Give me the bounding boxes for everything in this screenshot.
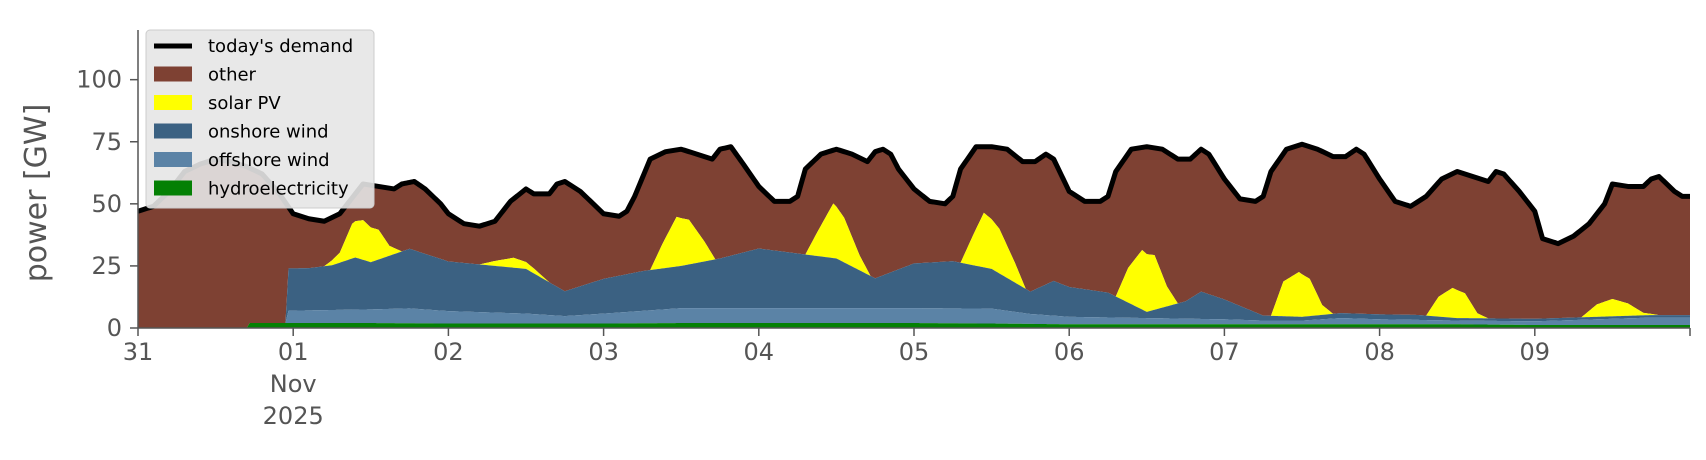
legend-swatch-offshore-wind [154,152,192,167]
legend-swatch-hydroelectricity [154,180,192,196]
area-offshore-wind [138,308,1690,328]
y-tick-label: 25 [91,252,122,280]
x-tick-label: 09 [1520,338,1551,366]
x-secondary-label: 2025 [263,402,324,430]
legend-swatch-onshore-wind [154,123,192,139]
x-tick-label: 03 [588,338,619,366]
y-tick-label: 50 [91,190,122,218]
area-solar-pv [138,203,1690,328]
legend: today's demand other solar PV onshore wind o… [145,29,375,209]
area-hydroelectricity [138,323,1690,328]
legend-label-other: other [208,65,257,86]
line-todays-demand [137,141,1691,247]
x-tick-label: 01 [278,338,309,366]
x-tick-label: 08 [1364,338,1395,366]
legend-swatch-other [154,66,192,82]
legend-label-onshore-wind: onshore wind [208,122,329,143]
x-tick-label: 05 [899,338,930,366]
area-onshore-wind [138,248,1690,328]
y-tick-label: 0 [107,314,122,342]
x-secondary-label: Nov [270,370,317,398]
x-tick-label: 31 [123,338,154,366]
plot-area [137,141,1691,328]
y-tick-label: 100 [76,66,122,94]
x-tick-label: 02 [433,338,464,366]
legend-label-offshore-wind: offshore wind [208,150,330,171]
legend-box [145,29,375,209]
legend-label-solar-pv: solar PV [208,93,281,114]
legend-swatch-solar-pv [154,95,192,110]
y-axis-label: power [GW] [19,104,54,283]
x-tick-label: 06 [1054,338,1085,366]
y-tick-label: 75 [91,128,122,156]
x-tick-label: 04 [744,338,775,366]
legend-label-hydroelectricity: hydroelectricity [208,179,349,200]
legend-label-today-s-demand: today's demand [208,36,353,57]
axes: 0 25 50 75 100 31 01 02 03 04 05 06 07 08 09 Nov 2025 pow… [19,30,1691,430]
x-tick-label: 07 [1209,338,1240,366]
